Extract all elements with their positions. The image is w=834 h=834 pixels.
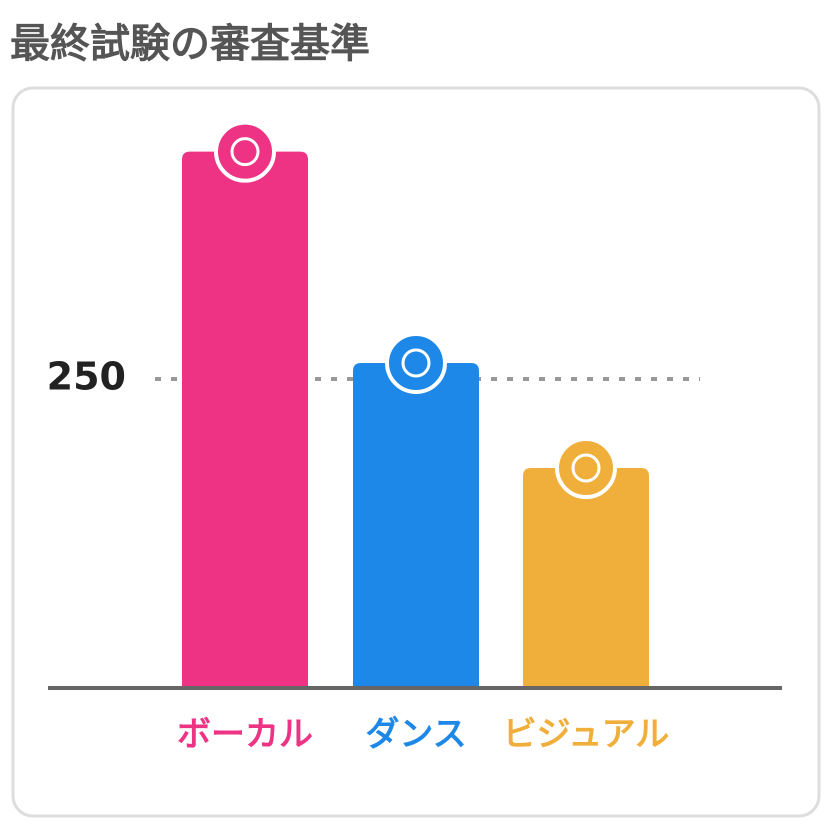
y-tick-label: 250 bbox=[47, 355, 126, 399]
x-tick-label: ダンス bbox=[365, 715, 466, 755]
bar-icon-glyph bbox=[230, 137, 260, 167]
bar-icon-glyph bbox=[571, 453, 601, 483]
bar bbox=[523, 468, 649, 688]
x-tick-label: ビジュアル bbox=[503, 715, 670, 755]
bar-icon bbox=[555, 437, 617, 500]
bar bbox=[353, 362, 479, 688]
x-tick-label: ボーカル bbox=[177, 715, 313, 755]
bar bbox=[182, 151, 308, 689]
bar-icon bbox=[214, 120, 276, 183]
bar-icon-glyph bbox=[401, 348, 431, 378]
chart-title: 最終試験の審査基準 bbox=[10, 21, 370, 67]
bar-icon bbox=[385, 331, 447, 394]
